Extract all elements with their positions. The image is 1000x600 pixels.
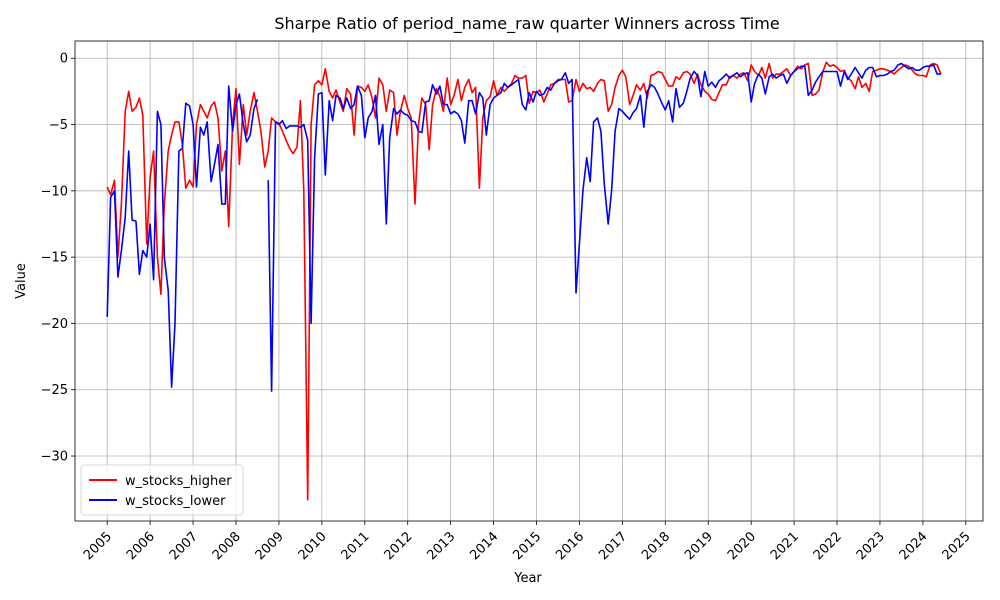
- x-tick-label: 2025: [940, 529, 974, 563]
- x-tick-label: 2015: [510, 529, 544, 563]
- x-tick-label: 2016: [553, 529, 587, 563]
- x-tick-label: 2022: [811, 529, 845, 563]
- x-tick-label: 2023: [854, 529, 888, 563]
- x-tick-label: 2021: [768, 529, 802, 563]
- series-line-w-stocks-lower: [106, 62, 941, 392]
- x-tick-label: 2005: [81, 529, 115, 563]
- x-tick-label: 2007: [167, 529, 201, 563]
- y-tick-label: −25: [41, 383, 68, 398]
- x-tick-label: 2010: [296, 529, 330, 563]
- x-axis-label: Year: [513, 571, 542, 586]
- x-tick-label: 2006: [124, 529, 158, 563]
- x-tick-label: 2020: [725, 529, 759, 563]
- y-axis: 0 −5 −10 −15 −20 −25 −30: [41, 52, 75, 465]
- x-tick-label: 2019: [682, 529, 716, 563]
- x-tick-label: 2013: [424, 529, 458, 563]
- x-axis: 2005 2006 2007 2008 2009 2010 2011 2012 2013 2014…: [81, 521, 974, 563]
- x-tick-label: 2012: [382, 529, 416, 563]
- legend-box: [80, 464, 244, 516]
- y-tick-label: −30: [41, 450, 68, 465]
- series-line-w-stocks-higher: [106, 61, 942, 501]
- series-group: [106, 61, 942, 501]
- grid: [75, 41, 983, 521]
- x-tick-label: 2018: [639, 529, 673, 563]
- y-tick-label: −15: [41, 251, 68, 266]
- x-tick-label: 2008: [210, 529, 244, 563]
- x-tick-label: 2011: [339, 529, 373, 563]
- y-tick-label: −10: [41, 184, 68, 199]
- legend-label-w-stocks-lower: w_stocks_lower: [125, 494, 226, 509]
- y-tick-label: −5: [49, 118, 68, 133]
- chart-title: Sharpe Ratio of period_name_raw quarter …: [274, 14, 779, 34]
- y-tick-label: −20: [41, 317, 68, 332]
- y-tick-label: 0: [60, 52, 68, 67]
- legend-label-w-stocks-higher: w_stocks_higher: [125, 474, 232, 489]
- plot-frame: [74, 40, 984, 522]
- legend: w_stocks_higher w_stocks_lower: [80, 464, 244, 516]
- x-tick-label: 2014: [467, 529, 501, 563]
- x-tick-label: 2017: [596, 529, 630, 563]
- x-tick-label: 2024: [897, 529, 931, 563]
- y-axis-label: Value: [14, 263, 29, 299]
- x-tick-label: 2009: [253, 529, 287, 563]
